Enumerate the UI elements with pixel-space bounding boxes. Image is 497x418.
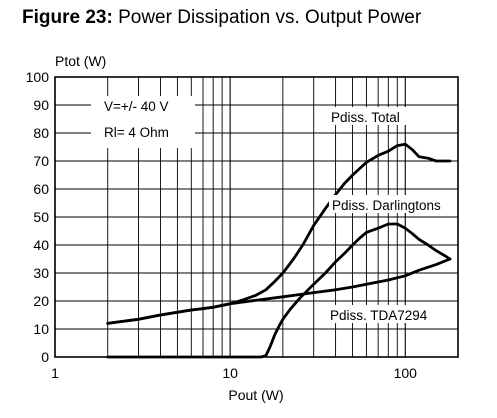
- figure-caption: Power Dissipation vs. Output Power: [118, 7, 422, 28]
- y-tick-label: 90: [33, 97, 49, 113]
- y-tick-label: 50: [33, 209, 49, 225]
- conditions-box: [91, 96, 195, 148]
- x-tick-label: 10: [222, 365, 238, 381]
- y-tick-label: 70: [33, 153, 49, 169]
- y-tick-label: 10: [33, 321, 49, 337]
- y-tick-label: 20: [33, 293, 49, 309]
- x-axis-label: Pout (W): [228, 387, 283, 403]
- series-line-pdiss-darlingtons: [106, 222, 452, 359]
- x-tick-label: 100: [394, 365, 418, 381]
- y-tick-label: 80: [33, 125, 49, 141]
- y-tick-label: 0: [41, 349, 49, 365]
- series-line-pdiss-tda7294: [106, 257, 452, 325]
- figure-number: Figure 23:: [22, 7, 113, 28]
- x-tick-label: 1: [51, 365, 59, 381]
- series-label-darlingtons: Pdiss. Darlingtons: [332, 198, 441, 213]
- y-tick-label: 100: [26, 69, 50, 85]
- y-tick-label: 60: [33, 181, 49, 197]
- y-tick-label: 30: [33, 265, 49, 281]
- figure-title: Figure 23: Power Dissipation vs. Output …: [22, 7, 421, 29]
- label-bg-tda7294: [327, 305, 447, 323]
- series-lines: [106, 142, 452, 359]
- series-label-tda7294: Pdiss. TDA7294: [330, 308, 428, 323]
- y-tick-label: 40: [33, 237, 49, 253]
- y-axis-label: Ptot (W): [55, 53, 106, 69]
- label-bg-total: [328, 107, 406, 125]
- condition-voltage: V=+/- 40 V: [104, 99, 169, 114]
- condition-load: Rl= 4 Ohm: [104, 125, 169, 140]
- label-bg-darlingtons: [329, 195, 455, 213]
- series-label-total: Pdiss. Total: [331, 110, 400, 125]
